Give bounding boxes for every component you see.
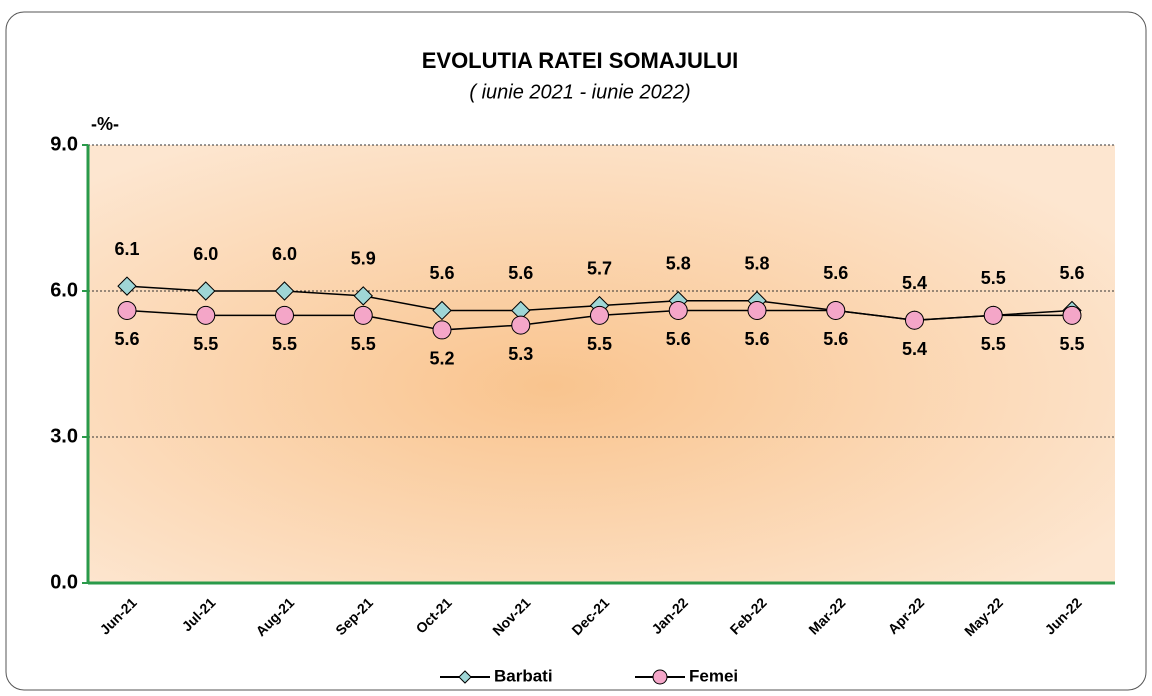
y-tick-label: 6.0 [50, 279, 78, 301]
marker [511, 315, 531, 335]
data-label: 5.9 [351, 249, 376, 269]
chart-subtitle: ( iunie 2021 - iunie 2022) [469, 81, 690, 103]
data-label: 5.6 [114, 329, 139, 349]
marker [274, 281, 295, 301]
x-tick-label: Jun-22 [1042, 594, 1085, 637]
marker [826, 300, 846, 320]
data-label: 5.4 [902, 339, 927, 359]
data-label: 6.0 [272, 244, 297, 264]
marker [353, 286, 373, 306]
data-label: 5.8 [744, 253, 769, 273]
data-label: 5.2 [429, 349, 454, 369]
marker [747, 300, 767, 320]
chart-title: EVOLUTIA RATEI SOMAJULUI [422, 48, 739, 73]
marker [353, 305, 373, 325]
data-label: 5.3 [508, 344, 533, 364]
data-label: 5.6 [429, 263, 454, 283]
data-label: 5.7 [587, 258, 612, 278]
x-tick-label: Oct-21 [413, 594, 455, 636]
x-tick-label: Mar-22 [805, 594, 848, 637]
x-tick-label: Jun-21 [97, 594, 140, 637]
y-tick-label: 0.0 [50, 571, 78, 593]
frame [5, 11, 1147, 691]
data-label: 5.5 [272, 334, 297, 354]
x-tick-label: Apr-22 [885, 594, 928, 637]
legend-label: Barbati [494, 666, 553, 685]
x-tick-label: Jul-21 [179, 594, 219, 634]
legend-marker [652, 669, 668, 685]
marker [432, 300, 452, 321]
x-tick-label: Feb-22 [727, 594, 770, 637]
marker [196, 305, 216, 325]
x-tick-label: Dec-21 [568, 594, 612, 638]
y-tick-label: 3.0 [50, 425, 78, 447]
data-label: 5.4 [902, 273, 927, 293]
legend-marker [458, 670, 472, 684]
marker [668, 300, 688, 320]
data-label: 5.6 [666, 329, 691, 349]
data-label: 5.5 [193, 334, 218, 354]
data-label: 5.6 [508, 263, 533, 283]
data-label: 6.1 [114, 239, 139, 259]
data-label: 5.5 [981, 268, 1006, 288]
data-label: 6.0 [193, 244, 218, 264]
marker [117, 276, 137, 296]
data-label: 5.8 [666, 253, 691, 273]
legend-label: Femei [689, 666, 738, 685]
y-axis-label: -%- [91, 114, 119, 134]
marker [432, 320, 452, 340]
x-tick-label: Sep-21 [332, 594, 376, 638]
x-tick-label: Aug-21 [252, 594, 297, 639]
data-label: 5.5 [587, 334, 612, 354]
marker [590, 305, 609, 325]
data-label: 5.6 [823, 329, 848, 349]
plot-area [88, 145, 1115, 583]
data-label: 5.6 [744, 329, 769, 349]
x-tick-label: Nov-21 [489, 594, 533, 638]
marker [1062, 305, 1082, 325]
data-label: 5.6 [1059, 263, 1084, 283]
data-label: 5.5 [1059, 334, 1084, 354]
x-tick-label: Jan-22 [648, 594, 691, 637]
marker [905, 310, 924, 330]
x-tick-label: May-22 [961, 594, 1006, 639]
marker [983, 305, 1003, 325]
marker [117, 300, 137, 320]
marker [196, 281, 216, 301]
data-label: 5.6 [823, 263, 848, 283]
marker [275, 305, 294, 325]
y-tick-label: 9.0 [50, 133, 78, 155]
data-label: 5.5 [981, 334, 1006, 354]
data-label: 5.5 [351, 334, 376, 354]
